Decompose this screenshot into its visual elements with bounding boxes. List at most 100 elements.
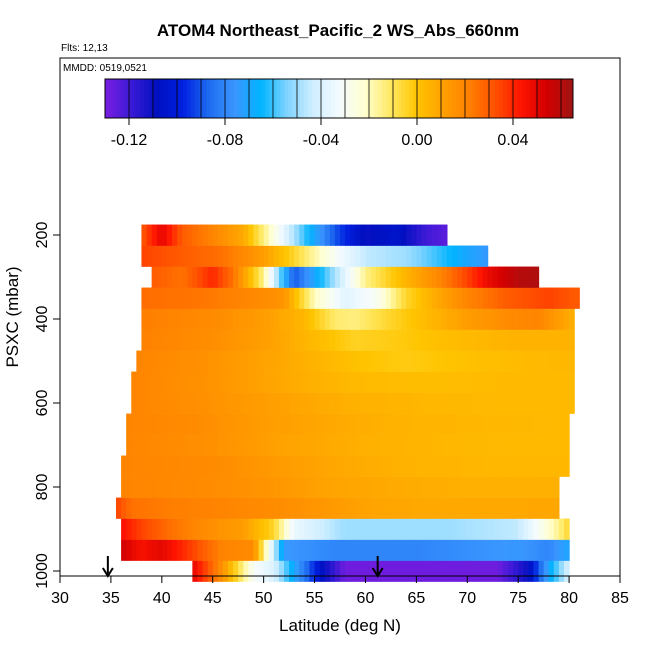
- heatmap-cell: [401, 434, 407, 456]
- heatmap-cell: [513, 413, 519, 435]
- heatmap-cell: [304, 539, 311, 561]
- heatmap-cell: [446, 560, 453, 582]
- heatmap-cell: [436, 371, 443, 393]
- heatmap-cell: [284, 434, 290, 456]
- colorbar-strip: [405, 79, 410, 118]
- heatmap-cell: [258, 287, 265, 309]
- heatmap-cell: [319, 434, 326, 456]
- heatmap-cell: [385, 497, 392, 519]
- heatmap-cell: [121, 539, 127, 561]
- heatmap-cell: [329, 287, 336, 309]
- heatmap-cell: [319, 287, 326, 309]
- heatmap-cell: [518, 266, 524, 288]
- heatmap-cell: [477, 392, 484, 414]
- heatmap-cell: [345, 455, 351, 477]
- heatmap-cell: [253, 371, 260, 393]
- heatmap-cell: [390, 245, 397, 267]
- heatmap-cell: [278, 371, 285, 393]
- heatmap-cell: [126, 539, 132, 561]
- chart-title: ATOM4 Northeast_Pacific_2 WS_Abs_660nm: [157, 21, 519, 40]
- heatmap-cell: [406, 224, 412, 246]
- heatmap-cell: [192, 329, 199, 351]
- heatmap-cell: [355, 539, 361, 561]
- heatmap-cell: [548, 371, 555, 393]
- heatmap-cell: [502, 287, 509, 309]
- colorbar-strip: [233, 79, 239, 118]
- heatmap-cell: [543, 497, 550, 519]
- heatmap-cell: [452, 476, 458, 498]
- heatmap-cell: [482, 497, 489, 519]
- heatmap-cell: [156, 287, 163, 309]
- heatmap-cell: [462, 518, 468, 540]
- heatmap-cell: [222, 455, 229, 477]
- heatmap-cell: [340, 497, 346, 519]
- heatmap-cell: [197, 497, 204, 519]
- heatmap-cell: [543, 434, 550, 456]
- heatmap-cell: [564, 455, 570, 477]
- heatmap-cell: [360, 350, 367, 372]
- heatmap-cell: [222, 539, 229, 561]
- heatmap-cell: [492, 266, 499, 288]
- heatmap-cell: [253, 455, 260, 477]
- heatmap-cell: [207, 287, 214, 309]
- heatmap-cell: [243, 476, 249, 498]
- colorbar-strip: [397, 79, 402, 118]
- heatmap-cell: [487, 539, 494, 561]
- heatmap-cell: [263, 434, 270, 456]
- heatmap-cell: [136, 539, 143, 561]
- heatmap-cell: [370, 287, 377, 309]
- heatmap-cell: [156, 350, 163, 372]
- heatmap-cell: [360, 434, 367, 456]
- heatmap-cell: [421, 560, 428, 582]
- heatmap-cell: [411, 476, 417, 498]
- heatmap-cell: [528, 539, 535, 561]
- heatmap-cell: [253, 266, 260, 288]
- heatmap-cell: [497, 518, 504, 540]
- heatmap-cell: [401, 539, 407, 561]
- heatmap-cell: [284, 392, 290, 414]
- heatmap-cell: [457, 413, 463, 435]
- colorbar-strip: [378, 79, 383, 118]
- colorbar-strip: [108, 79, 114, 118]
- heatmap-cell: [329, 350, 336, 372]
- heatmap-cell: [334, 413, 341, 435]
- colorbar-strip: [413, 79, 418, 118]
- heatmap-cell: [207, 371, 214, 393]
- heatmap-cell: [411, 560, 417, 582]
- heatmap-cell: [487, 350, 494, 372]
- heatmap-cell: [131, 497, 137, 519]
- heatmap-cell: [299, 287, 305, 309]
- heatmap-cell: [477, 329, 484, 351]
- heatmap-cell: [248, 434, 255, 456]
- heatmap-cell: [166, 308, 173, 330]
- heatmap-cell: [217, 497, 224, 519]
- heatmap-cell: [156, 539, 163, 561]
- heatmap-cell: [457, 266, 463, 288]
- heatmap-cell: [355, 560, 361, 582]
- heatmap-cell: [248, 329, 255, 351]
- heatmap-cell: [278, 287, 285, 309]
- heatmap-cell: [452, 497, 458, 519]
- heatmap-cell: [411, 224, 417, 246]
- heatmap-cell: [360, 329, 367, 351]
- heatmap-cell: [192, 350, 199, 372]
- colorbar-strip: [112, 79, 118, 118]
- heatmap-cell: [258, 476, 265, 498]
- heatmap-cell: [161, 539, 168, 561]
- heatmap-cell: [243, 266, 249, 288]
- heatmap-cell: [177, 308, 183, 330]
- heatmap-cell: [487, 308, 494, 330]
- heatmap-cell: [553, 539, 560, 561]
- heatmap-cell: [370, 245, 377, 267]
- heatmap-cell: [329, 455, 336, 477]
- heatmap-cell: [431, 329, 438, 351]
- colorbar-strip: [569, 79, 574, 118]
- heatmap-cell: [396, 539, 402, 561]
- heatmap-cell: [436, 455, 443, 477]
- heatmap-cell: [334, 245, 341, 267]
- heatmap-cell: [350, 476, 356, 498]
- y-tick-label: 600: [34, 390, 51, 417]
- x-tick-label: 65: [407, 590, 425, 607]
- heatmap-cell: [452, 434, 458, 456]
- heatmap-cell: [309, 224, 316, 246]
